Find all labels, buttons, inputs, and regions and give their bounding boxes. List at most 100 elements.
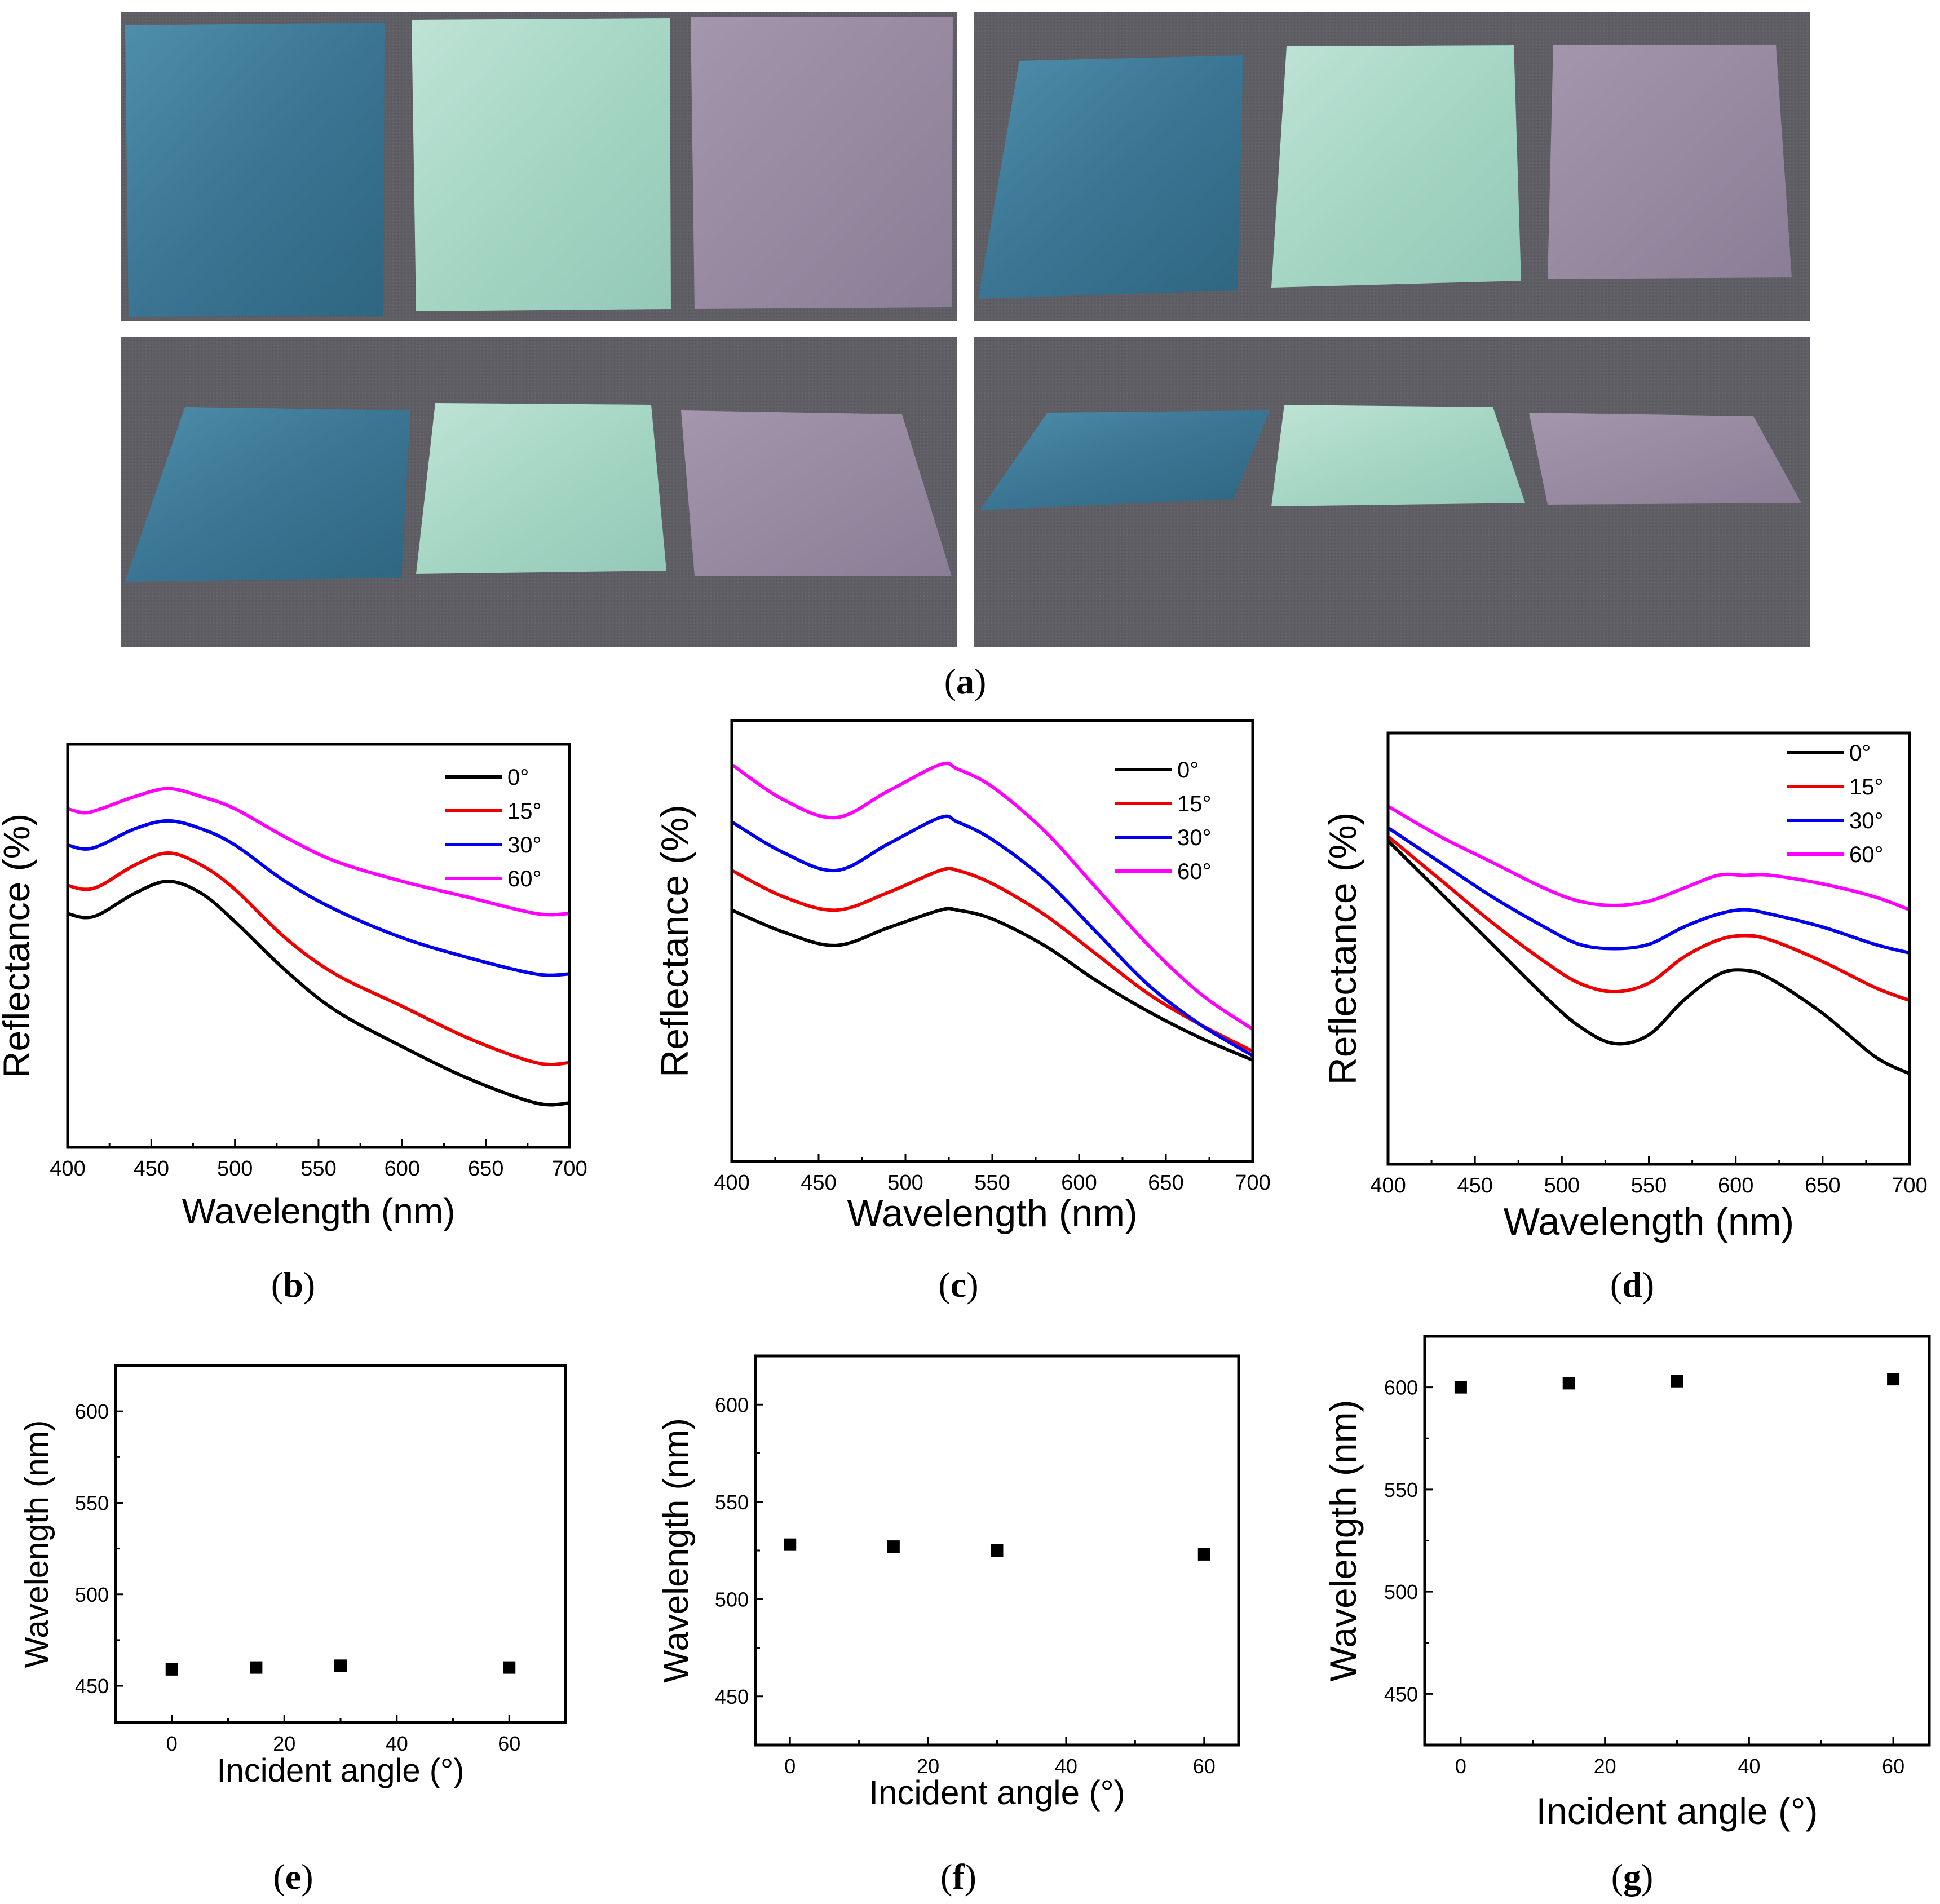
y-tick-label: 450: [715, 1685, 749, 1708]
sample-green: [1271, 45, 1521, 288]
series-line-2: [67, 819, 570, 977]
peak-wavelength-chart-e: 0 20 40 60 450 500 550 600 Incident angle (°) Wav…: [19, 1364, 567, 1789]
data-point: [503, 1661, 516, 1674]
photo-view-4: [974, 337, 1810, 647]
x-tick-label: 40: [1055, 1755, 1077, 1778]
data-point: [784, 1538, 797, 1551]
x-tick-label: 40: [1738, 1755, 1760, 1778]
reflectance-chart-b: 400 450 500 550 600 650 700 0° 15° 30° 60° Waveleng…: [0, 743, 587, 1231]
x-axis-title: Incident angle (°): [216, 1752, 464, 1789]
legend-label: 60°: [507, 867, 542, 891]
y-axis-title: Reflectance (%): [1322, 812, 1364, 1085]
x-tick-label: 450: [801, 1171, 836, 1195]
plot-frame: [1423, 1335, 1931, 1747]
sample-blue: [978, 55, 1243, 299]
series-line-2: [731, 814, 1254, 1057]
y-tick-label: 550: [715, 1491, 749, 1514]
peak-wavelength-chart-f: 0 20 40 60 450 500 550 600 Incident angle (°) Wav…: [657, 1354, 1240, 1812]
x-axis-title: Wavelength (nm): [1504, 1200, 1794, 1243]
x-axis-title: Incident angle (°): [869, 1774, 1125, 1812]
y-axis-title: Wavelength (nm): [1322, 1399, 1364, 1681]
panel-letter-g: g: [1623, 1857, 1641, 1897]
series-line-0: [731, 907, 1254, 1062]
sample-purple: [691, 17, 953, 309]
panel-label-g: (g): [1611, 1857, 1654, 1897]
series-line-1: [1387, 835, 1911, 1002]
y-tick-label: 500: [715, 1588, 749, 1611]
legend-label: 60°: [1849, 842, 1884, 867]
series-line-2: [1387, 826, 1910, 955]
legend-label: 15°: [1849, 775, 1884, 799]
y-axis-title: Wavelength (nm): [657, 1418, 696, 1683]
legend-label: 15°: [1177, 792, 1212, 816]
x-tick-label: 60: [1193, 1755, 1216, 1778]
x-tick-label: 0: [784, 1755, 796, 1778]
x-tick-label: 450: [134, 1157, 169, 1181]
x-tick-label: 60: [498, 1732, 520, 1755]
photo-view-3: [121, 337, 957, 647]
x-tick-label: 700: [1235, 1171, 1270, 1195]
sample-green: [412, 18, 671, 311]
series-line-0: [1386, 840, 1911, 1076]
data-point: [1562, 1377, 1575, 1390]
x-tick-label: 650: [1805, 1174, 1840, 1198]
x-tick-label: 60: [1882, 1755, 1904, 1778]
photo-view-1: [121, 12, 957, 321]
plot-frame: [730, 719, 1254, 1163]
sample-purple: [681, 410, 952, 576]
legend-label: 0°: [1849, 741, 1871, 766]
y-axis-title: Reflectance (%): [653, 805, 696, 1077]
panel-label-f: (f): [940, 1857, 976, 1897]
y-tick-label: 600: [75, 1400, 109, 1423]
legend-label: 15°: [507, 799, 542, 824]
legend-label: 30°: [1177, 825, 1212, 850]
x-tick-label: 400: [50, 1157, 85, 1181]
sample-blue: [125, 23, 385, 317]
plot-frame: [66, 743, 571, 1149]
sample-green: [1271, 405, 1525, 506]
reflectance-chart-c: 400 450 500 550 600 650 700 0° 15° 30° 60° Waveleng…: [653, 719, 1271, 1235]
panel-letter-b: b: [283, 1265, 303, 1305]
x-tick-label: 400: [714, 1171, 749, 1195]
x-tick-label: 20: [1594, 1755, 1616, 1778]
data-point: [334, 1659, 347, 1672]
panel-letter-e: e: [285, 1857, 301, 1897]
y-axis-title: Reflectance (%): [0, 814, 37, 1079]
x-tick-label: 500: [1544, 1174, 1580, 1198]
legend-label: 30°: [507, 833, 542, 858]
x-tick-label: 700: [551, 1157, 587, 1181]
plot-frame: [754, 1354, 1240, 1747]
sample-purple: [1548, 45, 1792, 279]
x-tick-label: 650: [468, 1157, 503, 1181]
data-point: [1454, 1381, 1467, 1394]
panel-label-e: (e): [273, 1857, 313, 1897]
y-tick-label: 500: [1384, 1580, 1418, 1603]
reflectance-chart-d: 400 450 500 550 600 650 700 0° 15° 30° 60° Waveleng…: [1322, 731, 1928, 1243]
y-axis-title: Wavelength (nm): [19, 1420, 55, 1668]
sample-green: [416, 403, 666, 574]
x-axis-title: Wavelength (nm): [182, 1191, 456, 1231]
x-tick-label: 0: [1455, 1755, 1466, 1778]
series-line-1: [67, 851, 570, 1066]
plot-frame: [114, 1364, 567, 1724]
y-tick-label: 550: [1384, 1478, 1418, 1501]
sample-blue: [125, 407, 410, 582]
data-point: [165, 1663, 178, 1676]
data-point: [250, 1661, 263, 1674]
x-tick-label: 600: [385, 1157, 420, 1181]
data-point: [1197, 1548, 1210, 1561]
data-point: [887, 1540, 900, 1553]
x-tick-label: 550: [1631, 1174, 1667, 1198]
y-tick-label: 450: [75, 1675, 109, 1698]
y-tick-label: 550: [75, 1491, 109, 1514]
x-tick-label: 0: [166, 1732, 178, 1755]
x-tick-label: 700: [1892, 1174, 1927, 1198]
y-tick-label: 450: [1384, 1682, 1418, 1706]
panel-letter-d: d: [1622, 1265, 1642, 1305]
x-tick-label: 600: [1061, 1171, 1097, 1195]
series-line-3: [1387, 805, 1911, 912]
x-tick-label: 400: [1370, 1174, 1406, 1198]
x-axis-title: Incident angle (°): [1536, 1790, 1818, 1832]
series-line-3: [731, 761, 1254, 1031]
x-tick-label: 40: [386, 1732, 408, 1755]
